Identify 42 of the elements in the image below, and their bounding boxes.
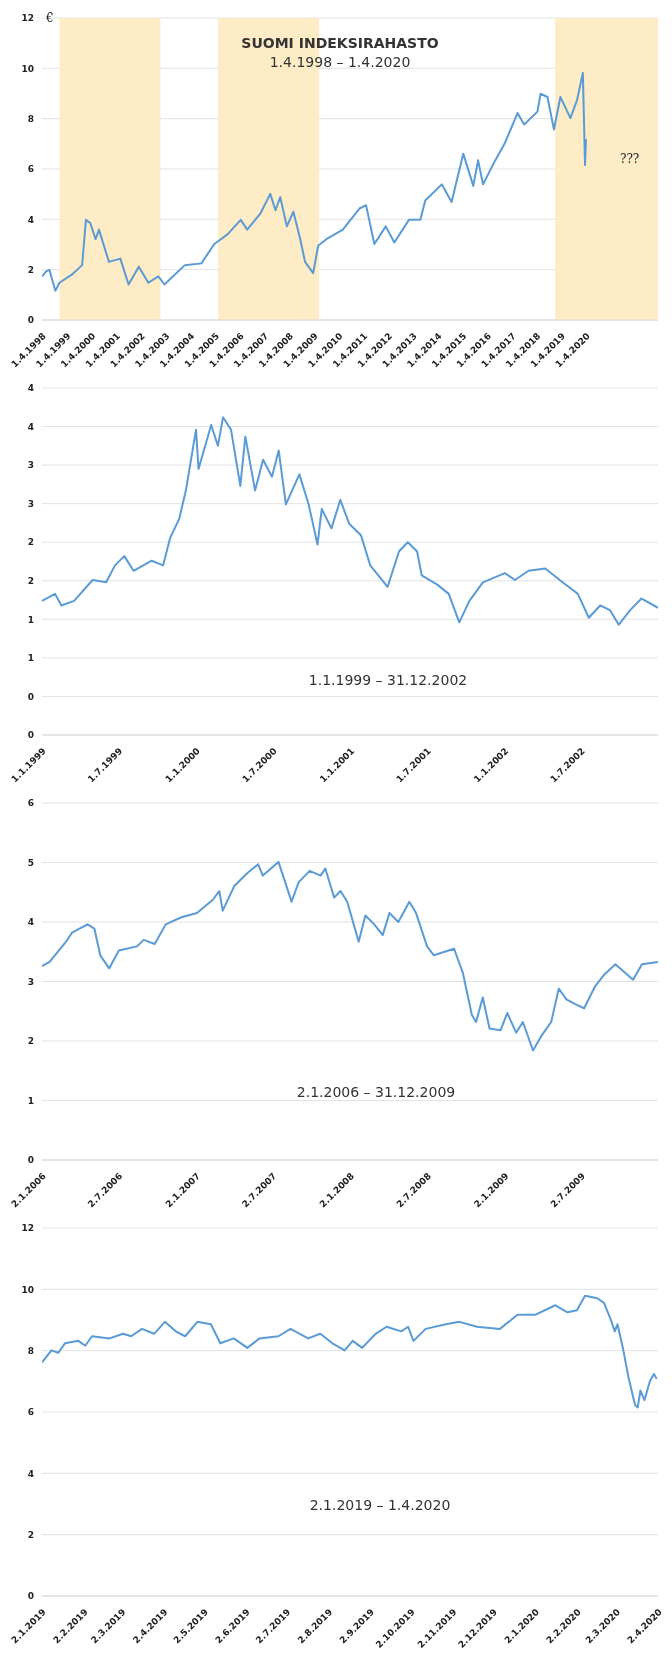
text: 2.1.2006 – 31.12.2009 [296,1083,456,1102]
text: SUOMI INDEKSIRAHASTO [241,34,439,53]
text: 1.4.1998 – 1.4.2020 [268,53,412,72]
y-tick-label: 0 [27,315,34,326]
y-tick-label: 4 [27,1468,34,1479]
text: 1.1.1999 – 31.12.2002 [308,671,468,690]
y-tick-label: 0 [27,1591,34,1602]
y-tick-label: 8 [27,113,34,124]
y-tick-label: 4 [27,214,34,225]
annotation: ??? [620,152,640,166]
line-series [42,1294,658,1409]
y-tick-label: 1 [27,653,34,664]
y-tick-label: 1 [27,614,34,625]
y-tick-label: 10 [21,63,34,74]
y-tick-label: 1 [27,1095,34,1106]
y-tick-label: 3 [27,976,34,987]
y-tick-label: 6 [27,798,34,809]
y-tick-label: 3 [27,460,34,471]
y-tick-label: 2 [27,264,34,275]
y-tick-label: 0 [27,691,34,702]
y-tick-label: 12 [21,13,34,24]
y-tick-label: 6 [27,164,34,175]
y-tick-label: 2 [27,1036,34,1047]
y-tick-label: 6 [27,1407,34,1418]
line-series [42,416,658,626]
line-series [42,860,658,1052]
y-tick-label: 2 [27,1529,34,1540]
y-tick-label: 0 [27,1155,34,1166]
y-tick-label: 0 [27,730,34,741]
y-tick-label: 12 [21,1223,34,1234]
y-tick-label: 3 [27,498,34,509]
line-series [42,71,587,292]
y-tick-label: 2 [27,537,34,548]
y-axis-title: € [45,11,54,25]
y-tick-label: 2 [27,575,34,586]
y-tick-label: 4 [27,421,34,432]
y-tick-label: 5 [27,857,34,868]
y-tick-label: 4 [27,383,34,394]
y-tick-label: 8 [27,1345,34,1356]
y-tick-label: 4 [27,917,34,928]
text: 2.1.2019 – 1.4.2020 [309,1496,451,1515]
y-tick-label: 10 [21,1284,34,1295]
